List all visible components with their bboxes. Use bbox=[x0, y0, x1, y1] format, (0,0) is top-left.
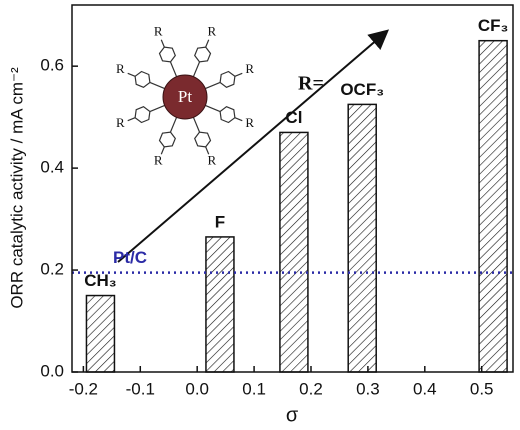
bond bbox=[192, 61, 201, 77]
substituent-label: R bbox=[245, 115, 254, 130]
bond bbox=[160, 39, 165, 48]
bond bbox=[149, 104, 165, 113]
bar-label: OCF₃ bbox=[340, 80, 384, 99]
bar bbox=[279, 131, 309, 373]
bond bbox=[234, 117, 243, 122]
bond bbox=[149, 81, 165, 90]
x-tick-label: 0.2 bbox=[299, 379, 323, 398]
bond bbox=[205, 39, 210, 48]
y-tick-label: 0.0 bbox=[40, 361, 64, 380]
benzene-ring bbox=[158, 131, 176, 148]
bond bbox=[205, 104, 221, 113]
bond bbox=[169, 117, 178, 133]
x-tick-label: -0.2 bbox=[69, 379, 98, 398]
x-axis-label: σ bbox=[286, 404, 299, 426]
bond bbox=[169, 61, 178, 77]
benzene-ring bbox=[194, 131, 212, 148]
substituent-label: R bbox=[154, 23, 163, 38]
bar bbox=[205, 236, 235, 373]
bond bbox=[160, 146, 165, 155]
x-tick-label: 0.0 bbox=[185, 379, 209, 398]
substituent-label: R bbox=[154, 153, 163, 168]
pt-label: Pt bbox=[178, 87, 192, 106]
benzene-ring bbox=[219, 70, 236, 88]
bar bbox=[347, 103, 377, 373]
bar-label: F bbox=[215, 212, 225, 231]
pt-core bbox=[162, 74, 208, 120]
x-tick-label: -0.1 bbox=[126, 379, 155, 398]
bond bbox=[234, 72, 243, 77]
reference-label: Pt/C bbox=[113, 248, 147, 267]
benzene-ring bbox=[158, 46, 176, 63]
bar-label: CF₃ bbox=[478, 16, 509, 35]
bond bbox=[127, 72, 136, 77]
annotation: R= bbox=[298, 73, 324, 95]
benzene-ring bbox=[134, 70, 151, 88]
substituent-label: R bbox=[245, 61, 254, 76]
bar bbox=[478, 39, 508, 373]
substituent-label: R bbox=[207, 23, 216, 38]
y-tick-label: 0.6 bbox=[40, 56, 64, 75]
y-axis-label: ORR catalytic activity / mA cm⁻² bbox=[7, 67, 26, 309]
bar bbox=[85, 294, 116, 373]
benzene-ring bbox=[194, 46, 212, 63]
x-tick-label: 0.3 bbox=[356, 379, 380, 398]
bond bbox=[205, 146, 210, 155]
trend-arrow bbox=[117, 29, 390, 263]
x-tick-label: 0.4 bbox=[413, 379, 437, 398]
bar-label: Cl bbox=[285, 108, 302, 127]
x-tick-label: 0.5 bbox=[470, 379, 494, 398]
substituent-label: R bbox=[116, 115, 125, 130]
benzene-ring bbox=[219, 106, 236, 124]
bond bbox=[192, 117, 201, 133]
bond bbox=[205, 81, 221, 90]
substituent-label: R bbox=[116, 61, 125, 76]
bond bbox=[127, 117, 136, 122]
x-tick-label: 0.1 bbox=[242, 379, 266, 398]
substituent-label: R bbox=[207, 153, 216, 168]
bar-label: CH₃ bbox=[84, 271, 116, 290]
plot-frame bbox=[71, 4, 514, 373]
y-tick-label: 0.4 bbox=[40, 158, 64, 177]
y-tick-label: 0.2 bbox=[40, 260, 64, 279]
benzene-ring bbox=[134, 106, 151, 124]
